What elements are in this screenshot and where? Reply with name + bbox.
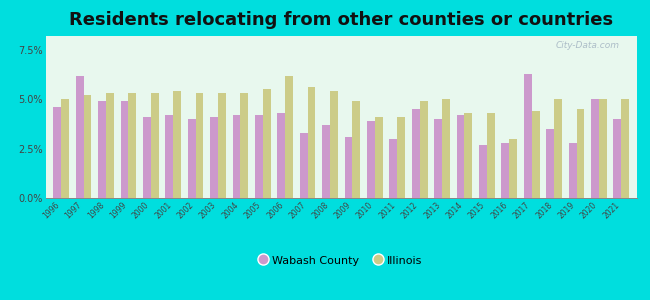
Bar xyxy=(188,119,196,198)
Bar xyxy=(322,125,330,198)
Bar xyxy=(614,119,621,198)
Bar xyxy=(397,117,405,198)
Bar xyxy=(120,101,129,198)
Bar xyxy=(375,117,383,198)
Bar xyxy=(106,93,114,198)
Bar xyxy=(300,133,307,198)
Bar xyxy=(532,111,539,198)
Bar xyxy=(434,119,442,198)
Bar xyxy=(285,76,293,198)
Bar xyxy=(510,139,517,198)
Bar xyxy=(344,137,352,198)
Bar xyxy=(465,113,473,198)
Bar xyxy=(330,91,338,198)
Bar xyxy=(240,93,248,198)
Bar xyxy=(84,95,92,198)
Legend: Wabash County, Illinois: Wabash County, Illinois xyxy=(256,250,426,270)
Bar xyxy=(501,143,510,198)
Bar xyxy=(255,115,263,198)
Bar xyxy=(442,99,450,198)
Bar xyxy=(98,101,106,198)
Bar xyxy=(479,145,487,198)
Bar xyxy=(53,107,61,198)
Title: Residents relocating from other counties or countries: Residents relocating from other counties… xyxy=(69,11,614,29)
Bar xyxy=(61,99,69,198)
Bar xyxy=(569,143,577,198)
Bar xyxy=(412,109,420,198)
Bar xyxy=(599,99,606,198)
Bar xyxy=(210,117,218,198)
Bar xyxy=(577,109,584,198)
Bar xyxy=(554,99,562,198)
Bar xyxy=(233,115,240,198)
Bar xyxy=(307,87,315,198)
Bar xyxy=(546,129,554,198)
Bar xyxy=(129,93,136,198)
Bar xyxy=(389,139,397,198)
Bar xyxy=(487,113,495,198)
Bar xyxy=(173,91,181,198)
Bar xyxy=(143,117,151,198)
Text: City-Data.com: City-Data.com xyxy=(555,41,619,50)
Bar xyxy=(420,101,428,198)
Bar xyxy=(151,93,159,198)
Bar xyxy=(524,74,532,198)
Bar xyxy=(621,99,629,198)
Bar xyxy=(591,99,599,198)
Bar xyxy=(278,113,285,198)
Bar xyxy=(263,89,270,198)
Bar xyxy=(218,93,226,198)
Bar xyxy=(367,121,375,198)
Bar xyxy=(457,115,465,198)
Bar xyxy=(165,115,173,198)
Bar xyxy=(352,101,360,198)
Bar xyxy=(196,93,203,198)
Bar xyxy=(76,76,84,198)
